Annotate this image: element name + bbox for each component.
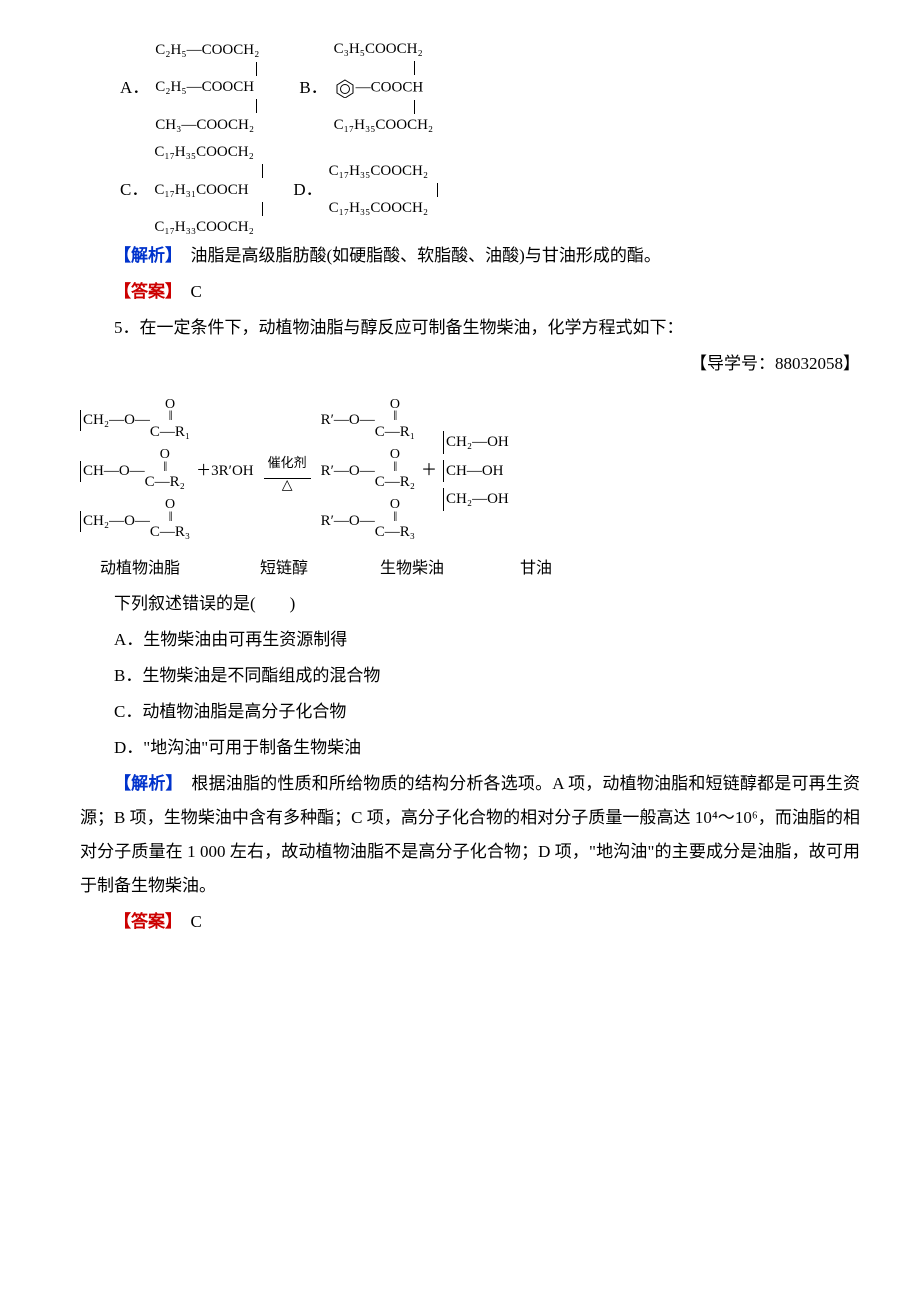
benzene-icon [334,78,356,98]
q4-opts-ab: A． C₂H₅—COOCH₂ C₂H₅—COOCH CH₃—COOCH₂ B． … [120,40,860,135]
formula-line: C₁₇H₃₃COOCH₂ [154,218,263,237]
chain: CH₂—O— [80,511,150,532]
reaction-arrow-icon: 催化剂 △ [264,450,311,493]
gly-line: CH—OH [443,460,509,483]
chain: CH—O— [80,461,145,482]
answer-label: 【答案】 [114,912,174,931]
tri-row: CH₂—O— O‖C—R₃ [80,499,190,543]
product-glycerol: CH₂—OH CH—OH CH₂—OH [443,431,509,511]
tri-row: R′—O— O‖C—R₁ [321,399,415,443]
formula-line: —COOCH [334,78,434,98]
formula-line: C₁₇H₃₅COOCH₂ [329,199,438,218]
caption: 生物柴油 [380,553,520,585]
opt-label-a: A． [120,71,149,105]
formula-line: C₁₇H₃₅COOCH₂ [329,162,438,181]
answer-value: C [174,912,202,931]
q4-optD-formula: C₁₇H₃₅COOCH₂ C₁₇H₃₅COOCH₂ [329,162,438,218]
caption: 甘油 [520,553,552,585]
q4-opt-c: C． C₁₇H₃₅COOCH₂ C₁₇H₃₁COOCH C₁₇H₃₃COOCH₂ [120,143,263,237]
analysis-label: 【解析】 [114,246,174,265]
formula-line: C₁₇H₃₅COOCH₂ [154,143,263,162]
ester-icon: O‖C—R₂ [145,449,185,493]
answer-value: C [174,282,202,301]
ester-icon: O‖C—R₁ [150,399,190,443]
q4-opt-b: B． C₃H₅COOCH₂ —COOCH C₁₇H₃₅COOCH₂ [299,40,433,135]
q4-opt-d: D． C₁₇H₃₅COOCH₂ C₁₇H₃₅COOCH₂ [293,143,437,237]
formula-line: C₁₇H₃₁COOCH [154,181,263,200]
ester-text: C—R₁ [375,422,415,443]
reaction-captions: 动植物油脂 短链醇 生物柴油 甘油 [100,553,860,585]
formula-line: CH₃—COOCH₂ [155,116,259,135]
q5-number: 5． [114,318,140,337]
q5-opt-c: C．动植物油脂是高分子化合物 [80,695,860,729]
ester-icon: O‖C—R₂ [375,449,415,493]
q5-opt-b: B．生物柴油是不同酯组成的混合物 [80,659,860,693]
analysis-text: 根据油脂的性质和所给物质的结构分析各选项。A 项，动植物油脂和短链醇都是可再生资… [80,774,860,895]
opt-label-b: B． [299,71,327,105]
gly-line: CH₂—OH [443,431,509,454]
q4-analysis: 【解析】 油脂是高级脂肪酸(如硬脂酸、软脂酸、油酸)与甘油形成的酯。 [80,239,860,273]
tri-row: R′—O— O‖C—R₃ [321,499,415,543]
q5-reaction: CH₂—O— O‖C—R₁ CH—O— O‖C—R₂ CH₂—O— O‖C—R₃… [80,393,860,550]
analysis-text: 油脂是高级脂肪酸(如硬脂酸、软脂酸、油酸)与甘油形成的酯。 [174,246,661,265]
q5-followup: 下列叙述错误的是( ) [80,587,860,621]
caption: 动植物油脂 [100,553,260,585]
gly-line: CH₂—OH [443,488,509,511]
q5-opt-a: A．生物柴油由可再生资源制得 [80,623,860,657]
q5-stem: 5．在一定条件下，动植物油脂与醇反应可制备生物柴油，化学方程式如下： [80,311,860,345]
ester-text: C—R₃ [150,522,190,543]
reactant-alcohol: ＋3R′OH [196,456,253,486]
answer-label: 【答案】 [114,282,174,301]
q5-guide: 【导学号：88032058】 [80,347,860,381]
q4-optA-formula: C₂H₅—COOCH₂ C₂H₅—COOCH CH₃—COOCH₂ [155,41,259,135]
ester-icon: O‖C—R₁ [375,399,415,443]
formula-line: C₁₇H₃₅COOCH₂ [334,116,434,135]
q4-opts-cd: C． C₁₇H₃₅COOCH₂ C₁₇H₃₁COOCH C₁₇H₃₃COOCH₂… [120,143,860,237]
chain: R′—O— [321,511,375,532]
q4-answer: 【答案】 C [80,275,860,309]
formula-line: C₃H₅COOCH₂ [334,40,434,59]
q5-analysis: 【解析】 根据油脂的性质和所给物质的结构分析各选项。A 项，动植物油脂和短链醇都… [80,767,860,903]
chain: CH₂—O— [80,410,150,431]
ester-text: C—R₁ [150,422,190,443]
ester-text: C—R₂ [375,472,415,493]
plus-sign: ＋ [421,455,437,487]
chain: R′—O— [321,410,375,431]
product-biodiesel: R′—O— O‖C—R₁ R′—O— O‖C—R₂ R′—O— O‖C—R₃ [321,393,415,550]
tri-row: CH₂—O— O‖C—R₁ [80,399,190,443]
formula-line: C₂H₅—COOCH [155,78,259,97]
chain: R′—O— [321,461,375,482]
formula-line: C₂H₅—COOCH₂ [155,41,259,60]
q4-opt-a: A． C₂H₅—COOCH₂ C₂H₅—COOCH CH₃—COOCH₂ [120,40,259,135]
opt-label-d: D． [293,173,322,207]
q4-optC-formula: C₁₇H₃₅COOCH₂ C₁₇H₃₁COOCH C₁₇H₃₃COOCH₂ [154,143,263,237]
ester-text: C—R₂ [145,472,185,493]
ester-text: C—R₃ [375,522,415,543]
formula-text: —COOCH [356,79,424,95]
q5-stem-text: 在一定条件下，动植物油脂与醇反应可制备生物柴油，化学方程式如下： [140,318,684,337]
q5-opt-d: D．"地沟油"可用于制备生物柴油 [80,731,860,765]
reactant-triglyceride: CH₂—O— O‖C—R₁ CH—O— O‖C—R₂ CH₂—O— O‖C—R₃ [80,393,190,550]
caption: 短链醇 [260,553,380,585]
ester-icon: O‖C—R₃ [375,499,415,543]
ester-icon: O‖C—R₃ [150,499,190,543]
tri-row: R′—O— O‖C—R₂ [321,449,415,493]
arrow-bottom: △ [282,479,293,493]
tri-row: CH—O— O‖C—R₂ [80,449,190,493]
opt-label-c: C． [120,173,148,207]
arrow-top: 催化剂 [264,450,311,479]
q4-optB-formula: C₃H₅COOCH₂ —COOCH C₁₇H₃₅COOCH₂ [334,40,434,135]
q5-answer: 【答案】 C [80,905,860,939]
analysis-label: 【解析】 [114,774,174,793]
